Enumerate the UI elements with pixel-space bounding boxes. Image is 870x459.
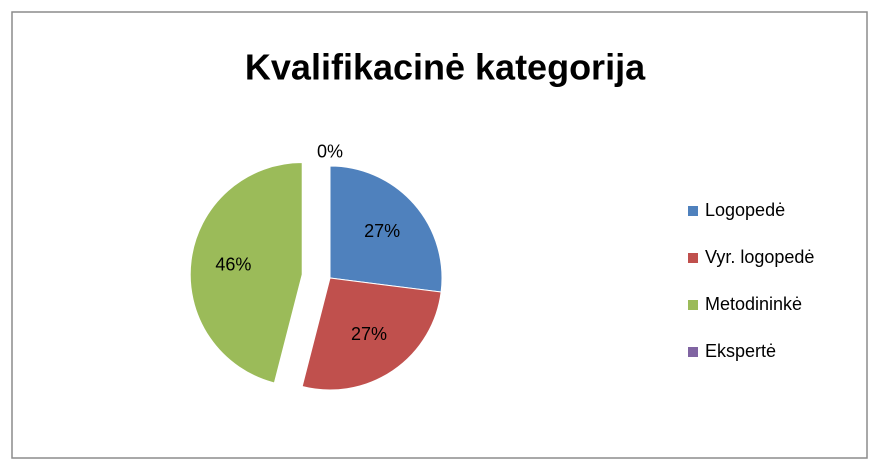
pie-slice (329, 165, 443, 293)
legend-label: Metodininkė (705, 294, 802, 314)
chart-title: Kvalifikacinė kategorija (245, 47, 646, 88)
legend-swatch (688, 253, 698, 263)
pie-slice (189, 161, 303, 384)
legend-swatch (688, 206, 698, 216)
legend-swatch (688, 347, 698, 357)
pie-slice (301, 277, 442, 391)
data-label: 27% (351, 324, 387, 344)
data-label: 46% (215, 255, 251, 275)
legend-label: Ekspertė (705, 341, 776, 361)
legend-swatch (688, 300, 698, 310)
data-label: 0% (317, 141, 343, 161)
chart-frame (11, 11, 868, 459)
legend-label: Vyr. logopedė (705, 247, 814, 267)
data-label: 27% (364, 221, 400, 241)
legend-label: Logopedė (705, 200, 785, 220)
